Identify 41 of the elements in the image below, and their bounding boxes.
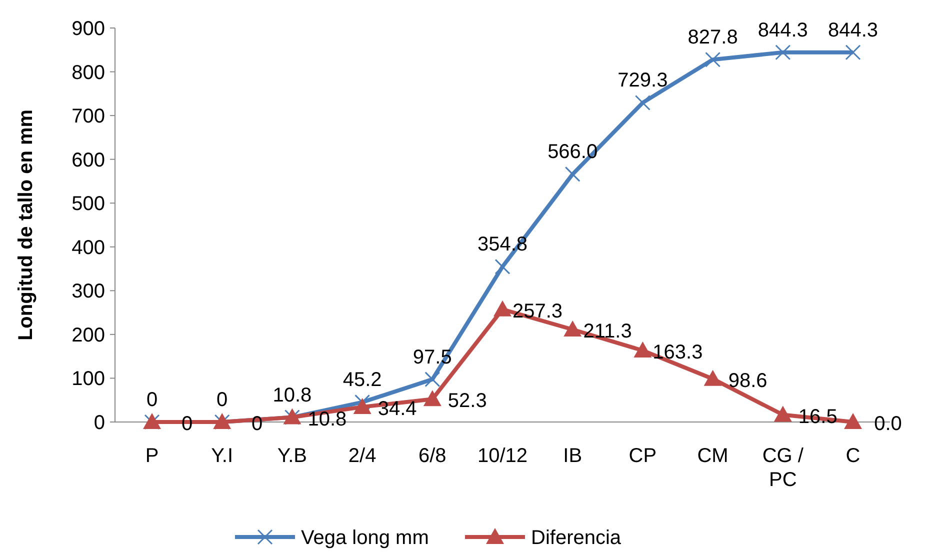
legend-label: Diferencia xyxy=(531,527,622,549)
x-tick-label: P xyxy=(145,445,159,467)
data-label: 52.3 xyxy=(448,390,487,412)
data-label: 844.3 xyxy=(828,19,878,42)
y-tick-label: 0 xyxy=(94,412,105,434)
data-label: 844.3 xyxy=(758,19,808,42)
x-tick-label: C xyxy=(846,445,860,467)
data-label: 257.3 xyxy=(512,300,563,322)
x-tick-label: Y.B xyxy=(277,445,308,467)
x-tick-label: CP xyxy=(628,445,657,467)
y-axis-title: Longitud de tallo en mm xyxy=(15,109,37,341)
y-tick-label: 900 xyxy=(72,18,105,40)
x-tick-label: CM xyxy=(697,445,728,467)
y-tick-label: 100 xyxy=(72,368,105,390)
y-tick-label: 500 xyxy=(72,193,105,216)
data-label: 827.8 xyxy=(688,26,738,49)
x-tick-label: IB xyxy=(563,445,582,467)
data-label: 211.3 xyxy=(583,320,632,342)
y-tick-label: 300 xyxy=(72,280,105,303)
y-tick-label: 200 xyxy=(72,324,105,346)
x-tick-label: 6/8 xyxy=(418,445,446,467)
data-label: 98.6 xyxy=(728,370,768,392)
x-tick-label: CG / PC xyxy=(762,445,804,491)
legend-label: Vega long mm xyxy=(301,527,429,549)
x-tick-label: Y.I xyxy=(211,445,234,467)
data-label: 45.2 xyxy=(342,369,382,392)
y-tick-label: 600 xyxy=(72,149,105,172)
y-tick-label: 700 xyxy=(72,106,105,128)
y-tick-label: 800 xyxy=(72,62,105,84)
x-tick-label: 2/4 xyxy=(348,445,376,467)
data-label: 0 xyxy=(146,389,158,411)
data-label: 16.5 xyxy=(798,406,838,428)
data-label: 0.0 xyxy=(874,413,902,435)
data-label: 163.3 xyxy=(652,342,703,364)
x-tick-label: 10/12 xyxy=(477,445,528,467)
data-label: 10.8 xyxy=(308,408,347,430)
data-label: 10.8 xyxy=(272,384,312,406)
data-label: 729.3 xyxy=(618,70,668,92)
data-label: 0 xyxy=(216,389,228,411)
y-tick-label: 400 xyxy=(72,236,105,259)
data-label: 34.4 xyxy=(378,398,417,420)
